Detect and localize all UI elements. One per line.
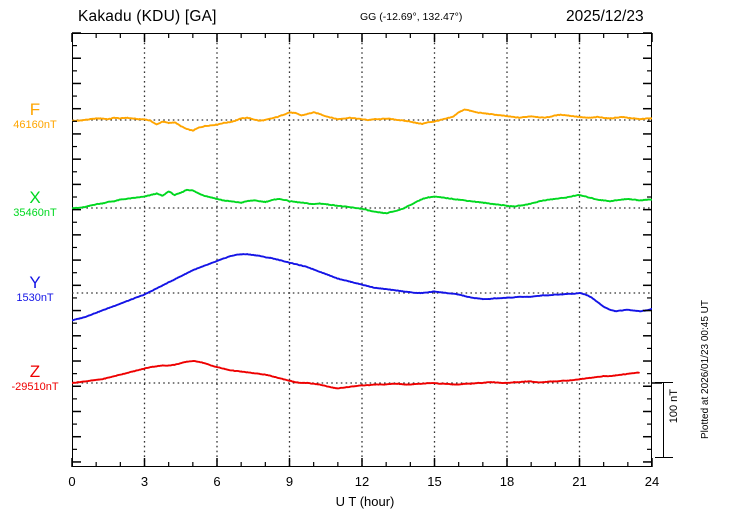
component-value-f: 46160nT [13, 119, 57, 131]
xtick-label-0: 0 [68, 474, 76, 489]
component-label-x: X 35460nT [2, 189, 68, 220]
component-letter-z: Z [29, 362, 41, 381]
x-axis-title: U T (hour) [335, 494, 395, 509]
trace-x [72, 188, 652, 215]
traces [72, 108, 652, 390]
component-label-f: F 46160nT [2, 101, 68, 132]
component-label-y: Y 1530nT [2, 274, 68, 305]
gridlines [143, 33, 581, 467]
scale-bar-top-cap [655, 382, 673, 384]
xtick-label-12: 12 [354, 474, 370, 489]
xtick-label-9: 9 [285, 474, 294, 489]
component-letter-f: F [29, 100, 41, 119]
scale-bar [663, 382, 665, 458]
trace-f [72, 108, 652, 132]
xtick-label-21: 21 [572, 474, 587, 489]
xtick-label-15: 15 [427, 474, 442, 489]
trace-z [72, 359, 640, 390]
component-label-z: Z -29510nT [2, 363, 68, 394]
trace-y [72, 253, 652, 322]
plotted-at-timestamp: Plotted at 2026/01/23 00:45 UT [700, 300, 711, 439]
component-value-y: 1530nT [16, 292, 54, 304]
xtick-label-24: 24 [644, 474, 660, 489]
magnetogram-plot [72, 33, 652, 467]
plot-date: 2025/12/23 [566, 8, 644, 25]
component-value-x: 35460nT [13, 207, 57, 219]
component-value-z: -29510nT [11, 381, 59, 393]
component-letter-x: X [29, 188, 41, 207]
scale-bar-bottom-cap [655, 457, 673, 459]
xtick-label-3: 3 [140, 474, 149, 489]
scale-bar-label: 100 nT [668, 389, 680, 424]
geographic-coordinates: GG (-12.69°, 132.47°) [360, 11, 463, 23]
xtick-label-6: 6 [213, 474, 221, 489]
component-letter-y: Y [29, 273, 41, 292]
axis-ticks [71, 32, 662, 467]
baselines [72, 119, 652, 384]
station-title: Kakadu (KDU) [GA] [78, 8, 217, 25]
xtick-label-18: 18 [499, 474, 515, 489]
